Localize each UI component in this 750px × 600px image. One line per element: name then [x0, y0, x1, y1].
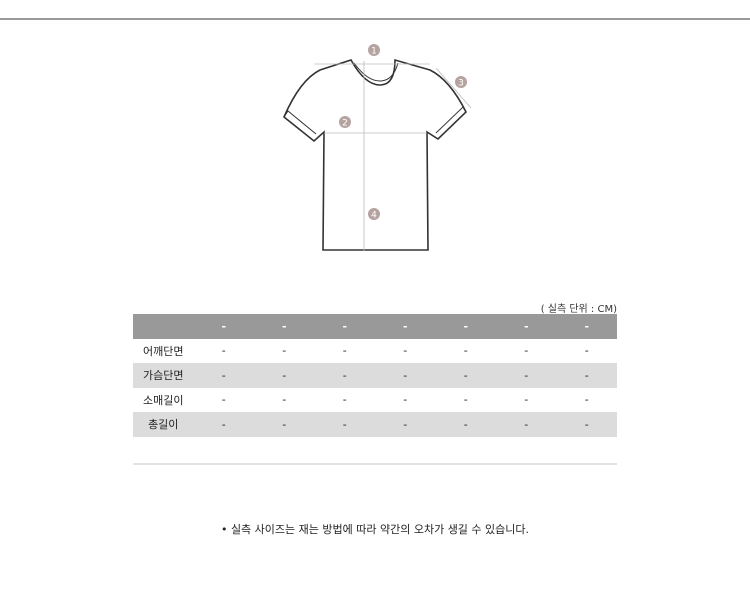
measurement-unit-note: ( 실측 단위 : CM) — [540, 304, 617, 315]
header-cell: - — [556, 314, 617, 339]
top-divider — [0, 18, 750, 20]
size-value-cell: - — [463, 393, 468, 407]
size-value-cell: - — [403, 344, 408, 358]
size-value-cell: - — [556, 412, 617, 437]
svg-text:4: 4 — [371, 211, 377, 221]
marker-3: 3 — [455, 76, 467, 89]
size-value-cell: - — [584, 344, 589, 358]
size-value-cell: - — [221, 344, 226, 358]
svg-text:1: 1 — [371, 47, 377, 57]
tshirt-outline-icon — [283, 58, 467, 251]
size-value-cell: - — [375, 363, 436, 388]
size-table-header: - - - - - - - — [133, 314, 617, 339]
size-value-cell: - — [221, 393, 226, 407]
size-value-cell: - — [254, 412, 315, 437]
size-value-cell: - — [435, 412, 496, 437]
size-value-cell: - — [524, 393, 529, 407]
header-cell: - — [254, 314, 315, 339]
header-cell: - — [314, 314, 375, 339]
header-cell: - — [193, 314, 254, 339]
row-label: 어깨단면 — [143, 344, 184, 358]
size-value-cell: - — [314, 363, 375, 388]
footer-note: • 실측 사이즈는 재는 방법에 따라 약간의 오차가 생길 수 있습니다. — [220, 523, 530, 536]
tshirt-measurement-diagram: 1 2 3 4 — [283, 44, 472, 251]
marker-2: 2 — [339, 116, 351, 129]
size-value-cell: - — [254, 363, 315, 388]
table-bottom-divider — [133, 463, 617, 465]
size-value-cell: - — [342, 344, 347, 358]
size-value-cell: - — [193, 412, 254, 437]
table-row: 총길이 - - - - - - - — [133, 412, 617, 437]
size-value-cell: - — [375, 412, 436, 437]
size-value-cell: - — [496, 412, 557, 437]
table-row: 어깨단면 - - - - - - - — [133, 339, 617, 364]
header-cell: - — [496, 314, 557, 339]
marker-1: 1 — [368, 44, 380, 57]
marker-4: 4 — [368, 208, 380, 221]
header-cell — [133, 314, 194, 339]
table-row: 소매길이 - - - - - - - — [133, 388, 617, 413]
size-value-cell: - — [282, 393, 287, 407]
row-label: 소매길이 — [143, 393, 184, 407]
sleeve-measure-line — [435, 67, 472, 109]
size-value-cell: - — [342, 393, 347, 407]
size-value-cell: - — [435, 363, 496, 388]
row-label: 총길이 — [133, 412, 194, 437]
size-value-cell: - — [584, 393, 589, 407]
svg-text:2: 2 — [342, 119, 348, 129]
size-value-cell: - — [496, 363, 557, 388]
size-value-cell: - — [463, 344, 468, 358]
size-table: - - - - - - - 어깨단면 - - - - - - - 가슴단면 - - - - - - - 소매길이… — [133, 314, 617, 437]
svg-text:3: 3 — [458, 79, 464, 89]
size-value-cell: - — [314, 412, 375, 437]
row-label: 가슴단면 — [133, 363, 194, 388]
size-value-cell: - — [282, 344, 287, 358]
header-cell: - — [435, 314, 496, 339]
size-value-cell: - — [193, 363, 254, 388]
size-value-cell: - — [524, 344, 529, 358]
header-cell: - — [375, 314, 436, 339]
table-row: 가슴단면 - - - - - - - — [133, 363, 617, 388]
size-value-cell: - — [556, 363, 617, 388]
size-value-cell: - — [403, 393, 408, 407]
